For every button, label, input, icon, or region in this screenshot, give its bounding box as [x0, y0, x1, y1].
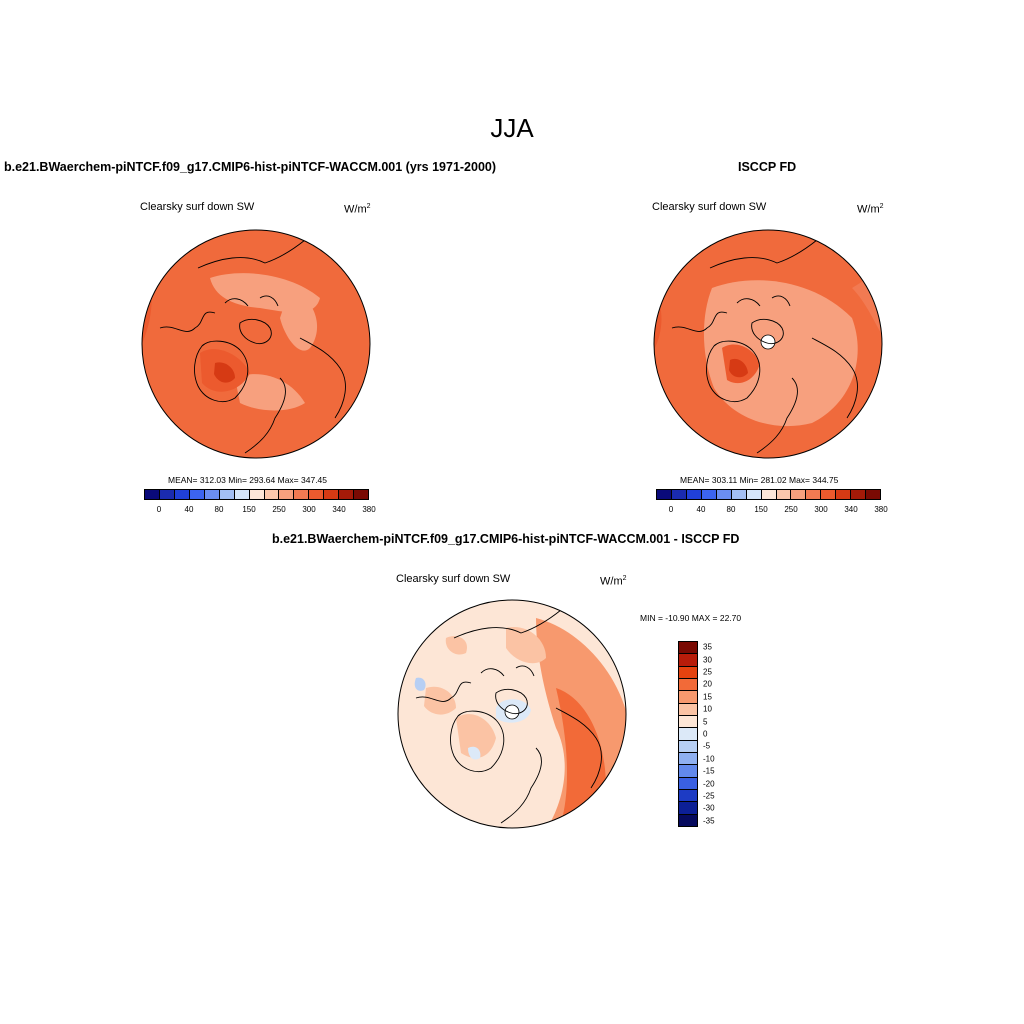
colorbar-swatch — [731, 490, 747, 499]
colorbar-swatch — [806, 490, 822, 499]
colorbar-tick-label: 10 — [703, 704, 712, 714]
colorbar-tick-label: -25 — [703, 791, 715, 801]
colorbar-swatch — [219, 490, 235, 499]
colorbar-swatch — [836, 490, 852, 499]
diff-colorbar-ticks: 35 30 25 20 15 10 5 0 -5 -10 -15 -20 -25 -30 -35 — [703, 641, 733, 827]
colorbar-tick-label: 20 — [703, 679, 712, 689]
colorbar-tick-label: 380 — [874, 505, 888, 514]
colorbar-tick-label: 300 — [302, 505, 316, 514]
colorbar-swatch — [679, 642, 697, 655]
colorbar-tick-label: -35 — [703, 816, 715, 826]
obs-variable-label: Clearsky surf down SW — [652, 201, 767, 213]
colorbar-swatch — [671, 490, 687, 499]
colorbar-swatch — [159, 490, 175, 499]
colorbar-swatch — [716, 490, 732, 499]
colorbar-tick-label: 380 — [362, 505, 376, 514]
colorbar-swatch — [279, 490, 295, 499]
colorbar-tick-label: 35 — [703, 642, 712, 652]
obs-colorbar — [656, 489, 881, 500]
colorbar-tick-label: 5 — [703, 717, 708, 727]
colorbar-tick-label: 0 — [703, 729, 708, 739]
colorbar-swatch — [679, 752, 697, 766]
diff-units-label: W/m2 — [600, 575, 627, 588]
model-panel-title: b.e21.BWaerchem-piNTCF.f09_g17.CMIP6-his… — [4, 160, 497, 174]
model-stats: MEAN= 312.03 Min= 293.64 Max= 347.45 — [168, 475, 328, 485]
colorbar-swatch — [189, 490, 205, 499]
diff-variable-label: Clearsky surf down SW — [396, 573, 511, 585]
obs-units-label: W/m2 — [857, 203, 884, 216]
colorbar-tick-label: 40 — [696, 505, 706, 514]
colorbar-swatch — [294, 490, 310, 499]
obs-stats: MEAN= 303.11 Min= 281.02 Max= 344.75 — [680, 475, 839, 485]
colorbar-swatch — [679, 777, 697, 790]
colorbar-tick-label: 0 — [668, 505, 674, 514]
colorbar-swatch — [866, 490, 881, 499]
colorbar-tick-label: -30 — [703, 803, 715, 813]
colorbar-swatch — [324, 490, 340, 499]
colorbar-tick-label: 150 — [754, 505, 768, 514]
colorbar-tick-label: 80 — [214, 505, 224, 514]
colorbar-tick-label: 340 — [332, 505, 346, 514]
colorbar-swatch — [821, 490, 837, 499]
diff-stats: MIN = -10.90 MAX = 22.70 — [640, 613, 742, 623]
diff-colorbar — [678, 641, 698, 827]
colorbar-tick-label: 300 — [814, 505, 828, 514]
obs-panel-title: ISCCP FD — [738, 160, 797, 174]
obs-polar-map — [653, 229, 883, 459]
colorbar-tick-label: -15 — [703, 766, 715, 776]
obs-colorbar-ticks: 0 40 80 150 250 300 340 380 — [656, 505, 888, 517]
colorbar-swatch — [339, 490, 355, 499]
colorbar-swatch — [791, 490, 807, 499]
colorbar-swatch — [174, 490, 190, 499]
colorbar-swatch — [679, 740, 697, 753]
colorbar-swatch — [145, 490, 160, 499]
model-colorbar-ticks: 0 40 80 150 250 300 340 380 — [144, 505, 376, 517]
colorbar-tick-label: -5 — [703, 741, 711, 751]
colorbar-tick-label: -20 — [703, 779, 715, 789]
colorbar-swatch — [679, 814, 697, 826]
diff-panel-title: b.e21.BWaerchem-piNTCF.f09_g17.CMIP6-his… — [272, 532, 740, 546]
colorbar-tick-label: 150 — [242, 505, 256, 514]
colorbar-swatch — [234, 490, 250, 499]
colorbar-swatch — [686, 490, 702, 499]
colorbar-swatch — [679, 728, 697, 741]
colorbar-swatch — [264, 490, 280, 499]
colorbar-swatch — [776, 490, 792, 499]
colorbar-swatch — [354, 490, 369, 499]
colorbar-tick-label: 0 — [156, 505, 162, 514]
colorbar-tick-label: 340 — [844, 505, 858, 514]
colorbar-swatch — [679, 666, 697, 679]
colorbar-tick-label: -10 — [703, 754, 715, 764]
colorbar-tick-label: 250 — [272, 505, 286, 514]
colorbar-tick-label: 80 — [726, 505, 736, 514]
colorbar-swatch — [761, 490, 777, 499]
colorbar-tick-label: 30 — [703, 655, 712, 665]
colorbar-swatch — [204, 490, 220, 499]
colorbar-swatch — [701, 490, 717, 499]
colorbar-tick-label: 25 — [703, 667, 712, 677]
colorbar-swatch — [309, 490, 325, 499]
colorbar-swatch — [679, 802, 697, 815]
colorbar-swatch — [679, 678, 697, 692]
model-variable-label: Clearsky surf down SW — [140, 201, 255, 213]
colorbar-swatch — [679, 765, 697, 778]
colorbar-tick-label: 250 — [784, 505, 798, 514]
colorbar-swatch — [851, 490, 867, 499]
colorbar-swatch — [746, 490, 762, 499]
colorbar-swatch — [679, 691, 697, 704]
figure-title: JJA — [490, 113, 534, 143]
colorbar-swatch — [679, 654, 697, 667]
colorbar-swatch — [679, 703, 697, 716]
model-polar-map — [141, 229, 371, 459]
model-colorbar — [144, 489, 369, 500]
colorbar-tick-label: 15 — [703, 692, 712, 702]
colorbar-tick-label: 40 — [184, 505, 194, 514]
colorbar-swatch — [679, 715, 697, 729]
colorbar-swatch — [679, 789, 697, 803]
colorbar-swatch — [249, 490, 265, 499]
diff-polar-map — [397, 599, 627, 829]
colorbar-swatch — [657, 490, 672, 499]
model-units-label: W/m2 — [344, 203, 371, 216]
